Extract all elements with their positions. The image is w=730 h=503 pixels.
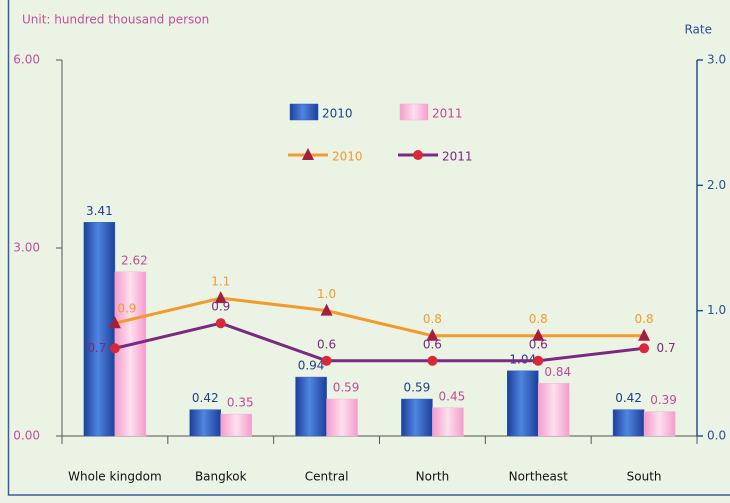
y-tick-label: 0.00 (13, 429, 40, 443)
x-tick-label: Bangkok (195, 470, 247, 484)
line-marker (108, 316, 121, 329)
bar-value-label: 0.94 (298, 359, 325, 373)
line-value-label: 0.6 (423, 337, 442, 351)
bar (295, 376, 327, 437)
line-value-label: 0.7 (87, 341, 106, 355)
bar-value-label: 0.42 (192, 391, 219, 405)
line-value-label: 0.8 (529, 312, 548, 326)
line-marker (426, 328, 439, 341)
y2-axis-label: Rate (684, 23, 712, 37)
bar (612, 409, 645, 437)
y2-tick-label: 2.0 (707, 178, 726, 192)
legend-marker (302, 148, 314, 160)
frame (7, 0, 730, 496)
bar (432, 407, 464, 437)
line (114, 296, 645, 338)
line-marker (533, 355, 544, 366)
y-tick-label: 6.00 (13, 53, 40, 67)
legend-swatch (289, 103, 319, 121)
x-tick-label: South (627, 470, 662, 484)
bar (507, 370, 539, 437)
bar-value-label: 0.35 (227, 396, 254, 410)
bar-value-label: 0.42 (615, 391, 642, 405)
y-axis-label: Unit: hundred thousand person (22, 13, 209, 27)
bar-value-label: 2.62 (121, 253, 148, 267)
y-tick-label: 3.00 (13, 241, 40, 255)
bar (538, 383, 570, 437)
bar-value-label: 3.41 (86, 204, 113, 218)
legend-label: 2011 (432, 107, 463, 121)
x-tick-label: Whole kingdom (68, 470, 162, 484)
legend-label: 2010 (322, 107, 353, 121)
line-value-label: 0.7 (657, 341, 676, 355)
line-marker (639, 343, 650, 354)
line-marker (109, 343, 120, 354)
x-tick-label: Northeast (509, 470, 569, 484)
bar-value-label: 0.39 (650, 393, 677, 407)
bar (114, 271, 147, 437)
line-marker (638, 328, 651, 341)
y2-tick-label: 1.0 (707, 303, 726, 317)
x-tick-label: Central (305, 470, 349, 484)
x-tick-label: North (416, 470, 450, 484)
line-marker (215, 318, 226, 329)
y2-tick-label: 0.0 (707, 429, 726, 443)
legend-marker (413, 150, 423, 160)
bar (83, 222, 116, 437)
line-value-label: 0.6 (529, 337, 548, 351)
legend-label: 2010 (332, 150, 363, 164)
legend-label: 2011 (442, 150, 473, 164)
line-value-label: 0.9 (211, 300, 230, 314)
line-value-label: 1.1 (211, 275, 230, 289)
bar (326, 398, 358, 437)
line-value-label: 0.9 (117, 302, 136, 316)
bar (220, 413, 252, 437)
bar (401, 398, 433, 437)
y2-tick-label: 3.0 (707, 53, 726, 67)
line-value-label: 0.8 (635, 312, 654, 326)
line-value-label: 0.8 (423, 312, 442, 326)
line-value-label: 0.6 (317, 337, 336, 351)
bar (189, 409, 221, 437)
line-value-label: 1.0 (317, 287, 336, 301)
bar-value-label: 0.84 (544, 365, 571, 379)
bar-value-label: 0.45 (439, 389, 466, 403)
line-marker (427, 355, 438, 366)
legend-swatch (399, 103, 429, 121)
bar (643, 411, 676, 437)
line-marker (321, 355, 332, 366)
line-marker (320, 303, 333, 316)
bar-value-label: 0.59 (404, 381, 431, 395)
line-marker (532, 328, 545, 341)
line (114, 321, 645, 363)
bar-value-label: 0.59 (333, 381, 360, 395)
line-marker (214, 291, 227, 304)
